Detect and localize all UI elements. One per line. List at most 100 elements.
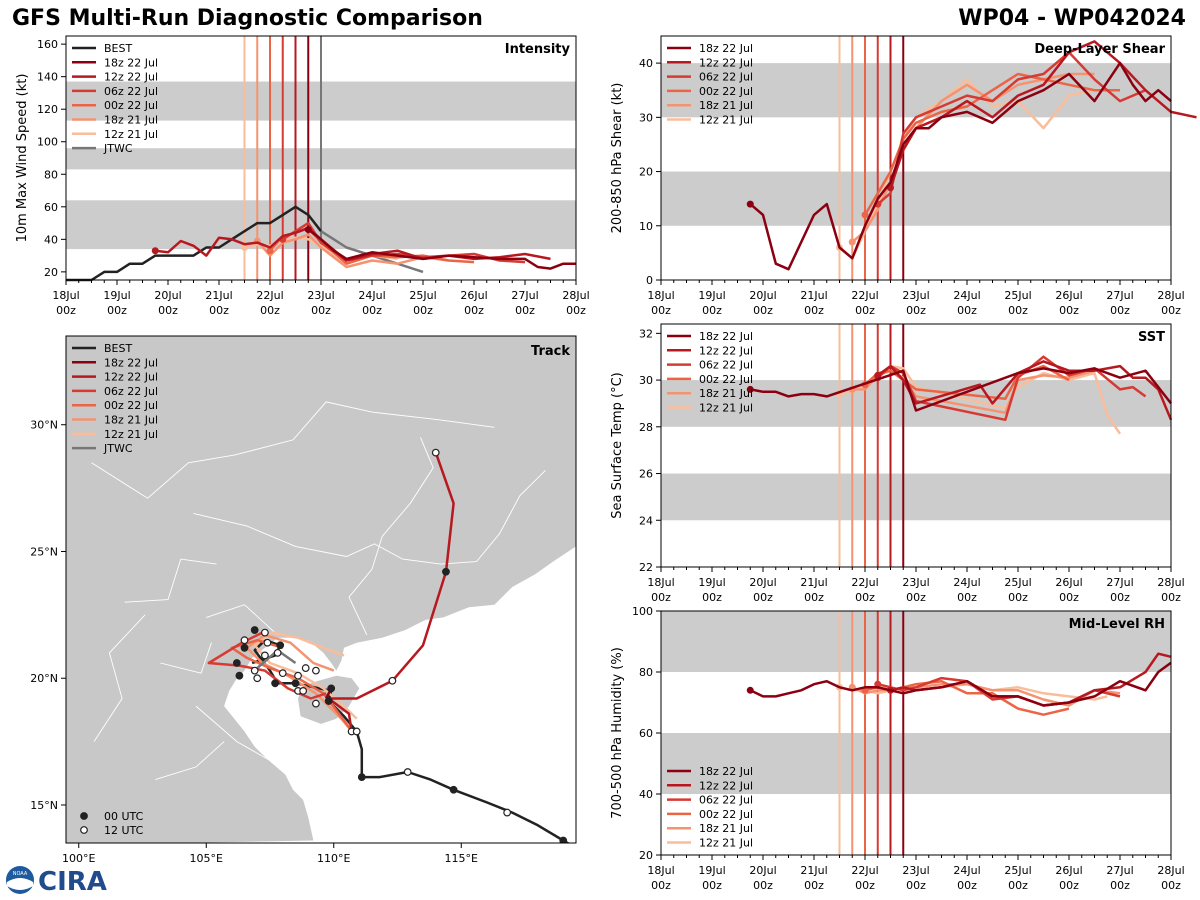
best-track-marker: [235, 671, 244, 680]
x-tick-day: 24Jul: [953, 576, 980, 589]
legend-label: 12z 21 Jul: [104, 128, 158, 141]
x-tick-day: 20Jul: [749, 289, 776, 302]
y-tick-label: 80: [44, 168, 58, 181]
lon-tick-label: 105°E: [190, 852, 223, 865]
dot-legend-label: 12 UTC: [104, 824, 144, 837]
series-line-r18z22: [749, 661, 1172, 707]
track-marker: [263, 638, 272, 647]
track-marker: [273, 648, 282, 657]
legend-label: 18z 21 Jul: [699, 822, 753, 835]
legend-label: 18z 21 Jul: [104, 114, 158, 127]
track-marker: [311, 666, 320, 675]
run-start-marker: [746, 385, 754, 393]
noaa-logo-text: NOAA: [13, 871, 28, 877]
best-track-marker: [559, 836, 568, 843]
map-frame: [65, 335, 577, 844]
y-axis-label: 200-850 hPa Shear (kt): [610, 83, 625, 234]
x-tick-day: 28Jul: [1157, 289, 1184, 302]
x-tick-hour: 00z: [1059, 304, 1079, 317]
jtwc-line: [320, 230, 424, 274]
legend-label: 06z 22 Jul: [699, 359, 753, 372]
x-tick-hour: 00z: [413, 304, 433, 317]
run-start-marker: [266, 247, 274, 255]
x-tick-day: 25Jul: [1004, 864, 1031, 877]
x-tick-day: 20Jul: [749, 864, 776, 877]
shaded-band: [661, 733, 1171, 794]
x-tick-hour: 00z: [1059, 591, 1079, 604]
x-tick-hour: 00z: [56, 304, 76, 317]
x-tick-hour: 00z: [855, 591, 875, 604]
y-tick-label: 120: [37, 103, 58, 116]
y-tick-label: 100: [37, 136, 58, 149]
legend-label: 12z 21 Jul: [699, 114, 753, 127]
legend-label: 12z 22 Jul: [699, 56, 753, 69]
cira-logo-text: CIRA: [38, 867, 107, 896]
run-start-marker: [151, 247, 159, 255]
lat-tick-label: 30°N: [30, 419, 58, 432]
y-tick-label: 160: [37, 38, 58, 51]
legend-label: BEST: [104, 342, 132, 355]
x-tick-hour: 00z: [1161, 591, 1181, 604]
x-tick-hour: 00z: [515, 304, 535, 317]
lat-tick-label: 20°N: [30, 672, 58, 685]
cira-logo: NOAA CIRA: [6, 866, 107, 896]
x-tick-hour: 00z: [855, 879, 875, 892]
dot-legend-label: 00 UTC: [104, 810, 144, 823]
panel-title: Mid-Level RH: [1069, 617, 1165, 632]
y-tick-label: 100: [632, 605, 653, 618]
run-start-marker: [746, 200, 754, 208]
x-tick-day: 21Jul: [800, 289, 827, 302]
x-tick-hour: 00z: [957, 879, 977, 892]
track-marker: [240, 636, 249, 645]
track-marker: [388, 676, 397, 685]
x-tick-hour: 00z: [957, 304, 977, 317]
x-tick-day: 28Jul: [1157, 864, 1184, 877]
x-tick-day: 19Jul: [698, 289, 725, 302]
map-layer: [66, 336, 576, 843]
x-tick-hour: 00z: [753, 591, 773, 604]
y-axis-label: Sea Surface Temp (°C): [610, 372, 625, 519]
x-tick-day: 28Jul: [562, 289, 589, 302]
run-start-marker: [848, 238, 856, 246]
panel-title: SST: [1138, 330, 1165, 345]
x-tick-hour: 00z: [1008, 591, 1028, 604]
track-marker: [294, 671, 302, 680]
best-track-marker: [357, 773, 366, 781]
x-tick-day: 22Jul: [851, 864, 878, 877]
x-tick-day: 24Jul: [358, 289, 385, 302]
legend-label: 18z 21 Jul: [104, 414, 158, 427]
dot-legend-marker: [80, 812, 88, 820]
x-tick-hour: 00z: [753, 304, 773, 317]
panel-title: Track: [531, 344, 570, 359]
legend-label: 12z 22 Jul: [699, 344, 753, 357]
x-tick-day: 25Jul: [409, 289, 436, 302]
best-track-marker: [271, 679, 280, 688]
x-tick-hour: 00z: [1161, 304, 1181, 317]
legend-label: 12z 22 Jul: [104, 71, 158, 84]
legend-label: 00z 22 Jul: [104, 99, 158, 112]
legend-label: 06z 22 Jul: [699, 794, 753, 807]
x-tick-hour: 00z: [566, 304, 586, 317]
series-line-r18z22: [307, 228, 576, 270]
best-track-marker: [327, 684, 336, 693]
sst-chart: 22 24 26 28 30 32 18Jul 00z 19Jul 00z 20Jul 00z 21Ju…: [610, 323, 1185, 604]
x-tick-day: 23Jul: [307, 289, 334, 302]
x-tick-day: 18Jul: [647, 289, 674, 302]
series-line-r06z22: [876, 51, 1146, 206]
shaded-band: [661, 611, 1171, 672]
x-tick-day: 18Jul: [52, 289, 79, 302]
legend-label: JTWC: [103, 142, 133, 155]
lon-tick-label: 100°E: [62, 852, 95, 865]
legend-label: 00z 22 Jul: [699, 373, 753, 386]
lat-tick-label: 15°N: [30, 799, 58, 812]
x-tick-day: 20Jul: [749, 576, 776, 589]
x-tick-day: 27Jul: [1106, 576, 1133, 589]
panel-title: Deep-Layer Shear: [1034, 42, 1165, 57]
dot-legend-marker: [80, 826, 88, 834]
x-tick-hour: 00z: [158, 304, 178, 317]
x-tick-hour: 00z: [311, 304, 331, 317]
province-border: [206, 604, 278, 636]
province-border: [93, 614, 146, 742]
shear-chart: 0 10 20 30 40 18Jul 00z 19Jul 00z 20Jul 00z 21Jul 00…: [610, 35, 1197, 317]
x-tick-hour: 00z: [906, 591, 926, 604]
